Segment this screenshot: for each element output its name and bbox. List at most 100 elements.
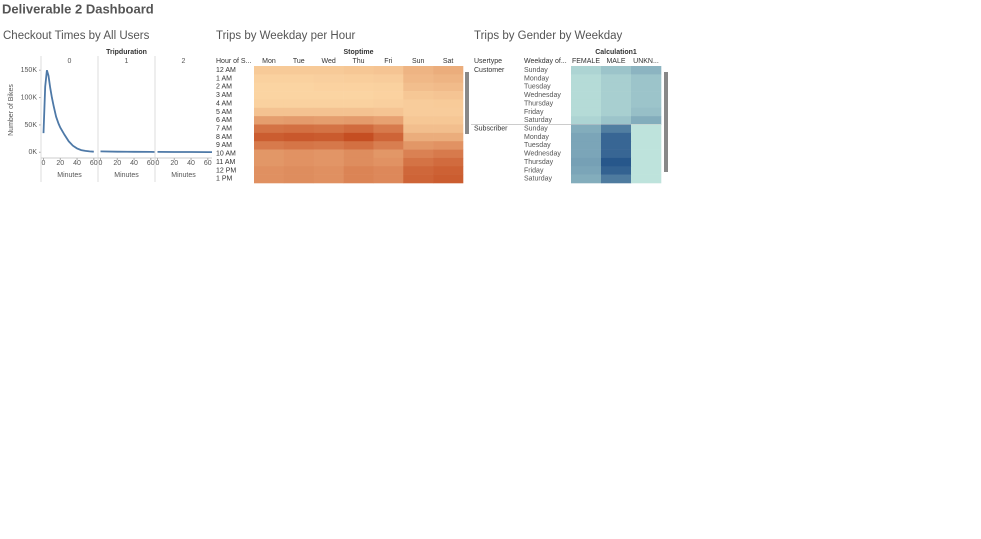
heat-cell: [601, 124, 632, 134]
row-label: Saturday: [524, 117, 553, 124]
heat-cell: [254, 82, 285, 92]
heat-cell: [373, 116, 404, 125]
scrollbar[interactable]: [664, 72, 668, 172]
column-label: Fri: [384, 58, 393, 65]
heat-cell: [601, 91, 632, 100]
heat-cell: [254, 166, 285, 175]
heat-cell: [313, 132, 344, 142]
heat-cell: [601, 166, 632, 175]
heat-cell: [283, 141, 315, 150]
y-tick-label: 50K: [25, 122, 38, 129]
panel-label: 0: [68, 58, 72, 65]
row-label: 4 AM: [216, 100, 232, 107]
heat-cell: [283, 74, 315, 84]
heat-cell: [601, 74, 632, 84]
heat-cell: [433, 116, 464, 125]
heat-cell: [631, 166, 662, 175]
row-label: Tuesday: [524, 84, 551, 91]
x-axis-title: Minutes: [57, 172, 82, 179]
heat-cell: [403, 124, 434, 134]
column-header: Stoptime: [344, 49, 374, 56]
heat-cell: [343, 174, 374, 184]
heat-cell: [631, 74, 662, 84]
heat-cell: [571, 157, 602, 167]
line-series: [42, 69, 94, 153]
heat-cell: [343, 166, 374, 175]
heat-cell: [313, 99, 344, 109]
heat-cell: [571, 116, 602, 125]
column-label: UNKN...: [633, 58, 659, 65]
row-label: Thursday: [524, 100, 554, 107]
heat-cell: [254, 132, 285, 142]
heat-cell: [254, 74, 285, 84]
heat-cell: [433, 157, 464, 167]
heat-cell: [373, 74, 404, 84]
row-label: Saturday: [524, 176, 553, 183]
heat-cell: [631, 124, 662, 134]
heat-cell: [571, 107, 602, 117]
heat-cell: [343, 157, 374, 167]
heat-cell: [601, 116, 632, 125]
heat-cell: [403, 107, 434, 117]
row-label: Monday: [524, 134, 549, 141]
heat-cell: [254, 174, 285, 184]
x-tick-label: 60: [147, 160, 155, 167]
row-label: 3 AM: [216, 92, 232, 99]
x-tick-label: 0: [42, 160, 46, 167]
heat-cell: [433, 149, 464, 159]
row-label: Friday: [524, 167, 544, 174]
column-header: Tripduration: [106, 49, 147, 56]
column-label: Thu: [352, 58, 364, 65]
x-tick-label: 20: [56, 160, 64, 167]
heat-cell: [343, 82, 374, 92]
y-tick-label: 0K: [28, 149, 37, 156]
heat-cell: [631, 116, 662, 125]
row-label: 7 AM: [216, 126, 232, 133]
heat-cell: [373, 141, 404, 150]
column-label: MALE: [606, 58, 625, 65]
row-label: Sunday: [524, 67, 548, 74]
row-label: Monday: [524, 75, 549, 82]
heat-cell: [601, 157, 632, 167]
heat-cell: [254, 107, 285, 117]
heat-cell: [283, 166, 315, 175]
heat-cell: [601, 82, 632, 92]
heat-cell: [343, 91, 374, 100]
heat-cell: [571, 74, 602, 84]
heat-cell: [433, 107, 464, 117]
heat-cell: [254, 149, 285, 159]
heat-cell: [403, 66, 434, 75]
row-label: Wednesday: [524, 151, 561, 158]
heat-cell: [433, 132, 464, 142]
heat-cell: [313, 157, 344, 167]
row-label: 12 PM: [216, 167, 236, 174]
heat-cell: [631, 107, 662, 117]
row-label: Wednesday: [524, 92, 561, 99]
heat-cell: [631, 82, 662, 92]
heat-cell: [254, 141, 285, 150]
x-tick-label: 60: [90, 160, 98, 167]
heat-cell: [433, 91, 464, 100]
heat-cell: [601, 174, 632, 184]
row-label: Tuesday: [524, 142, 551, 149]
heat-cell: [343, 107, 374, 117]
heat-cell: [433, 141, 464, 150]
heat-cell: [601, 66, 632, 75]
heat-cell: [601, 149, 632, 159]
heat-cell: [373, 149, 404, 159]
heat-cell: [631, 174, 662, 184]
heat-cell: [313, 174, 344, 184]
heat-cell: [373, 157, 404, 167]
heat-cell: [373, 124, 404, 134]
heat-cell: [283, 124, 315, 134]
heat-cell: [313, 124, 344, 134]
heat-cell: [373, 91, 404, 100]
y-axis-title: Number of Bikes: [8, 84, 15, 136]
scrollbar[interactable]: [465, 72, 469, 134]
x-axis-title: Minutes: [171, 172, 196, 179]
row-header: Usertype: [474, 58, 502, 65]
heat-cell: [343, 124, 374, 134]
heat-cell: [313, 82, 344, 92]
heat-cell: [283, 149, 315, 159]
